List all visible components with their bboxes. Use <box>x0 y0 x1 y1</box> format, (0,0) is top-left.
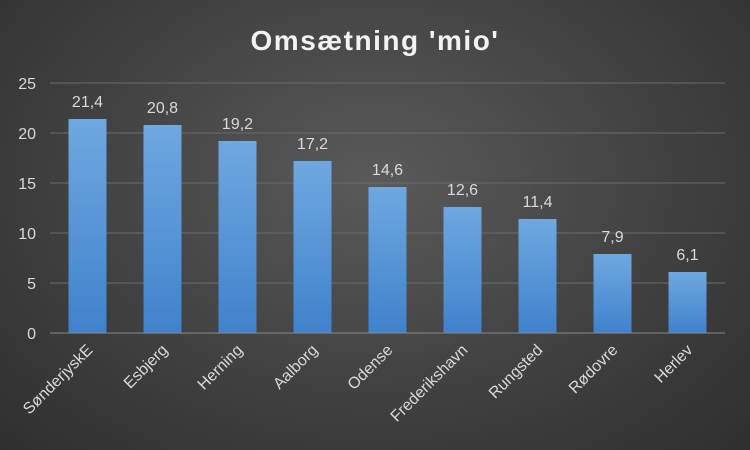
x-tick-label: Aalborg <box>270 342 321 393</box>
x-tick-label: Herning <box>195 342 247 394</box>
data-label: 7,9 <box>601 229 623 246</box>
bar <box>518 219 557 333</box>
bar <box>593 254 632 333</box>
data-label: 17,2 <box>297 136 328 153</box>
bar <box>218 141 257 333</box>
x-tick-label: Odense <box>345 342 397 394</box>
y-tick-label: 10 <box>18 226 36 243</box>
y-tick-label: 0 <box>27 326 36 343</box>
bar <box>443 207 482 333</box>
bar <box>368 187 407 333</box>
data-label: 20,8 <box>147 100 178 117</box>
y-tick-label: 25 <box>18 76 36 93</box>
data-label: 19,2 <box>222 116 253 133</box>
x-tick-label: Frederikshavn <box>388 342 472 426</box>
x-axis-ticks: SønderjyskE Esbjerg Herning Aalborg OdenseFr… <box>20 342 696 426</box>
data-labels: 21,4 20,8 19,2 17,2 14,6 12,6 11,4 7,9 6,1 <box>72 94 699 264</box>
x-tick-label: Rødovre <box>566 342 621 397</box>
y-tick-label: 5 <box>27 276 36 293</box>
x-tick-label: Esbjerg <box>121 342 171 392</box>
data-label: 6,1 <box>676 247 698 264</box>
data-label: 12,6 <box>447 182 478 199</box>
bars <box>68 119 707 333</box>
bar <box>68 119 107 333</box>
x-tick-label: Herlev <box>652 342 697 387</box>
y-axis-ticks: 0 5 10 15 20 25 <box>18 76 36 343</box>
x-tick-label: Rungsted <box>486 342 546 402</box>
chart-title: Omsætning 'mio' <box>251 25 500 56</box>
x-tick-label: SønderjyskE <box>20 342 96 418</box>
bar <box>668 272 707 333</box>
y-tick-label: 20 <box>18 126 36 143</box>
bar <box>143 125 182 333</box>
data-label: 11,4 <box>523 194 553 211</box>
bar <box>293 161 332 333</box>
y-tick-label: 15 <box>18 176 36 193</box>
data-label: 21,4 <box>72 94 103 111</box>
data-label: 14,6 <box>372 162 403 179</box>
